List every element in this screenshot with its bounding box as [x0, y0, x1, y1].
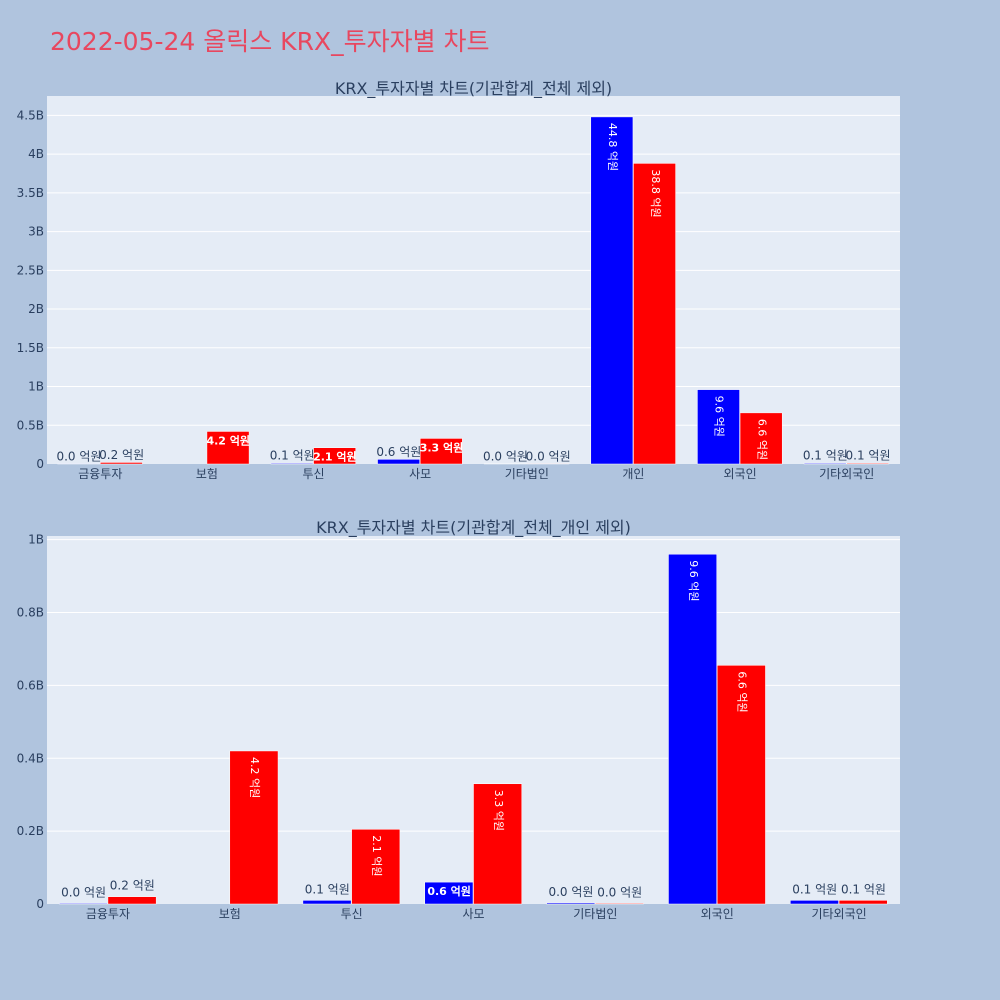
plot-area [47, 96, 900, 464]
bar-series-2 [107, 896, 157, 905]
data-label: 0.1 억원 [270, 449, 315, 463]
data-label: 38.8 억원 [649, 169, 662, 217]
data-label: 3.3 억원 [420, 440, 464, 454]
bar-series-2 [846, 462, 890, 465]
y-tick-label: 0 [36, 897, 44, 911]
bar-series-2 [838, 900, 888, 905]
bar-series-1 [590, 116, 634, 465]
y-tick-label: 0.2B [17, 824, 44, 838]
data-label: 44.8 억원 [606, 123, 619, 171]
bar-series-2 [739, 412, 783, 465]
bar-series-1 [302, 900, 352, 905]
x-tick-label: 금융투자 [86, 907, 130, 921]
page-title: 2022-05-24 올릭스 KRX_투자자별 차트 [50, 27, 490, 56]
x-tick-label: 외국인 [724, 467, 757, 481]
x-tick-label: 투신 [341, 907, 363, 921]
bar-series-1 [58, 903, 108, 905]
bar-series-2 [229, 750, 279, 905]
x-tick-label: 사모 [462, 907, 484, 921]
bar-series-2 [419, 438, 463, 465]
data-label: 9.6 억원 [687, 560, 700, 601]
data-label: 0.0 억원 [526, 449, 571, 463]
data-label: 0.1 억원 [846, 449, 891, 463]
chart-title: KRX_투자자별 차트(기관합계_전체_개인 제외) [316, 518, 631, 538]
data-label: 0.6 억원 [427, 884, 471, 898]
data-label: 4.2 억원 [248, 757, 261, 798]
x-tick-label: 기타법인 [573, 907, 617, 921]
data-label: 0.1 억원 [803, 449, 848, 463]
data-label: 0.1 억원 [841, 882, 886, 896]
y-tick-label: 3.5B [17, 186, 44, 200]
data-label: 0.0 억원 [597, 885, 642, 899]
data-label: 6.6 억원 [755, 419, 768, 460]
data-label: 2.1 억원 [370, 835, 383, 876]
bar-series-2 [633, 163, 676, 465]
y-tick-label: 1.5B [17, 341, 44, 355]
chart-title: KRX_투자자별 차트(기관합계_전체 제외) [335, 79, 612, 99]
x-tick-label: 사모 [409, 467, 431, 481]
bar-series-1 [377, 459, 420, 465]
data-label: 6.6 억원 [736, 671, 749, 712]
bar-series-2 [206, 431, 250, 465]
y-tick-label: 4B [28, 147, 44, 161]
y-tick-label: 3B [28, 225, 44, 239]
x-tick-label: 기타외국인 [819, 467, 874, 481]
data-label: 0.0 억원 [548, 885, 593, 899]
bar-series-1 [668, 553, 717, 905]
bar-series-2 [473, 783, 522, 905]
bar-series-2 [595, 903, 644, 905]
x-tick-label: 개인 [622, 467, 644, 481]
y-tick-label: 0.5B [17, 418, 44, 432]
x-tick-label: 보험 [196, 467, 218, 481]
data-label: 0.1 억원 [792, 882, 837, 896]
bar-series-1 [803, 462, 847, 465]
y-tick-label: 0.4B [17, 751, 44, 765]
x-tick-label: 금융투자 [78, 467, 122, 481]
data-label: 0.6 억원 [376, 445, 421, 459]
data-label: 0.0 억원 [56, 449, 101, 463]
bar-series-1 [270, 462, 314, 465]
x-tick-label: 기타외국인 [811, 907, 866, 921]
data-label: 0.1 억원 [305, 882, 350, 896]
y-tick-label: 1B [28, 380, 44, 394]
bar-series-1 [546, 902, 596, 905]
data-label: 0.2 억원 [99, 448, 144, 462]
bar-chart-bottom: KRX_투자자별 차트(기관합계_전체_개인 제외) 0 0.2B 0.4B 0.6B 0… [17, 518, 900, 921]
bar-series-2 [313, 447, 356, 465]
y-tick-label: 4.5B [17, 108, 44, 122]
bar-series-1 [424, 881, 474, 905]
x-tick-label: 외국인 [701, 907, 734, 921]
bar-series-2 [716, 665, 766, 905]
data-label: 0.0 억원 [61, 885, 106, 899]
y-tick-label: 1B [28, 533, 44, 547]
y-tick-label: 2B [28, 302, 44, 316]
data-label: 3.3 억원 [492, 790, 505, 831]
bar-series-2 [100, 462, 143, 465]
x-tick-label: 보험 [219, 907, 241, 921]
data-label: 0.2 억원 [110, 879, 155, 893]
bar-series-1 [697, 389, 740, 465]
x-tick-label: 투신 [303, 467, 325, 481]
data-label: 0.0 억원 [483, 449, 528, 463]
bar-chart-top: KRX_투자자별 차트(기관합계_전체 제외) 0 0.5B 1B 1.5B 2B 2.5B… [17, 79, 900, 481]
x-tick-label: 기타법인 [505, 467, 549, 481]
y-tick-label: 0 [36, 457, 44, 471]
data-label: 9.6 억원 [713, 396, 726, 437]
data-label: 2.1 억원 [313, 450, 357, 464]
data-label: 4.2 억원 [206, 433, 250, 447]
bar-series-2 [351, 829, 401, 905]
y-tick-label: 0.6B [17, 678, 44, 692]
y-tick-label: 0.8B [17, 606, 44, 620]
bar-series-1 [790, 900, 839, 905]
y-tick-label: 2.5B [17, 263, 44, 277]
